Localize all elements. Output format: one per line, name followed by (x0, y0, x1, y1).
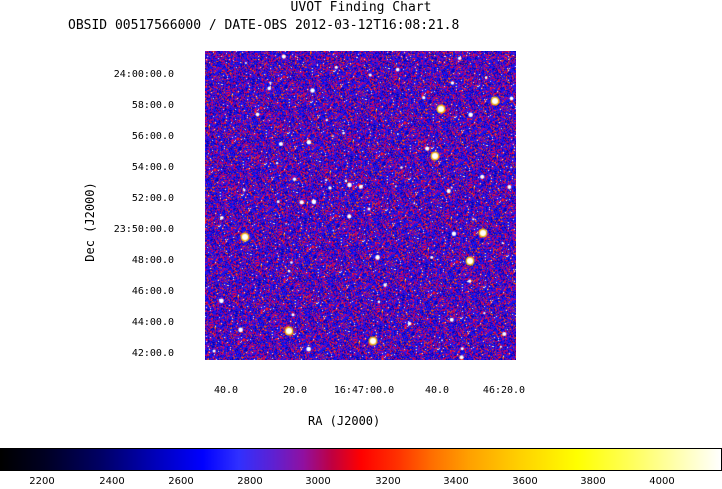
dec-tick-label: 52:00.0 (131, 193, 174, 204)
dec-axis-title: Dec (J2000) (83, 182, 97, 262)
dec-tick-label: 24:00:00.0 (113, 69, 174, 80)
dec-tick-label: 44:00.0 (131, 317, 174, 328)
ra-tick-label: 40.0 (424, 385, 450, 396)
dec-tick-label: 48:00.0 (131, 255, 174, 266)
dec-tick-label: 58:00.0 (131, 100, 174, 111)
ra-tick-label: 16:47:00.0 (333, 385, 395, 396)
ra-axis-title: RA (J2000) (308, 414, 381, 428)
colorbar-tick-label: 4000 (649, 476, 675, 487)
colorbar-tick-label: 3400 (443, 476, 469, 487)
dec-tick-label: 56:00.0 (131, 131, 174, 142)
dec-tick-label: 23:50:00.0 (113, 224, 174, 235)
colorbar-tick-label: 3800 (580, 476, 606, 487)
colorbar-tick-label: 2800 (237, 476, 263, 487)
colorbar-tick-label: 2600 (168, 476, 194, 487)
ra-tick-label: 20.0 (282, 385, 308, 396)
colorbar (0, 448, 722, 471)
dec-tick-label: 54:00.0 (131, 162, 174, 173)
dec-tick-label: 42:00.0 (131, 348, 174, 359)
colorbar-tick-label: 3000 (305, 476, 331, 487)
colorbar-tick-label: 2200 (29, 476, 55, 487)
colorbar-tick-label: 3600 (512, 476, 538, 487)
chart-title: UVOT Finding Chart (290, 0, 432, 15)
finding-chart-image (205, 51, 516, 360)
ra-tick-label: 46:20.0 (482, 385, 526, 396)
ra-tick-label: 40.0 (213, 385, 239, 396)
colorbar-tick-label: 2400 (99, 476, 125, 487)
sky-image-canvas (205, 51, 516, 360)
chart-subtitle: OBSID 00517566000 / DATE-OBS 2012-03-12T… (68, 18, 460, 33)
dec-tick-label: 46:00.0 (131, 286, 174, 297)
colorbar-tick-label: 3200 (375, 476, 401, 487)
